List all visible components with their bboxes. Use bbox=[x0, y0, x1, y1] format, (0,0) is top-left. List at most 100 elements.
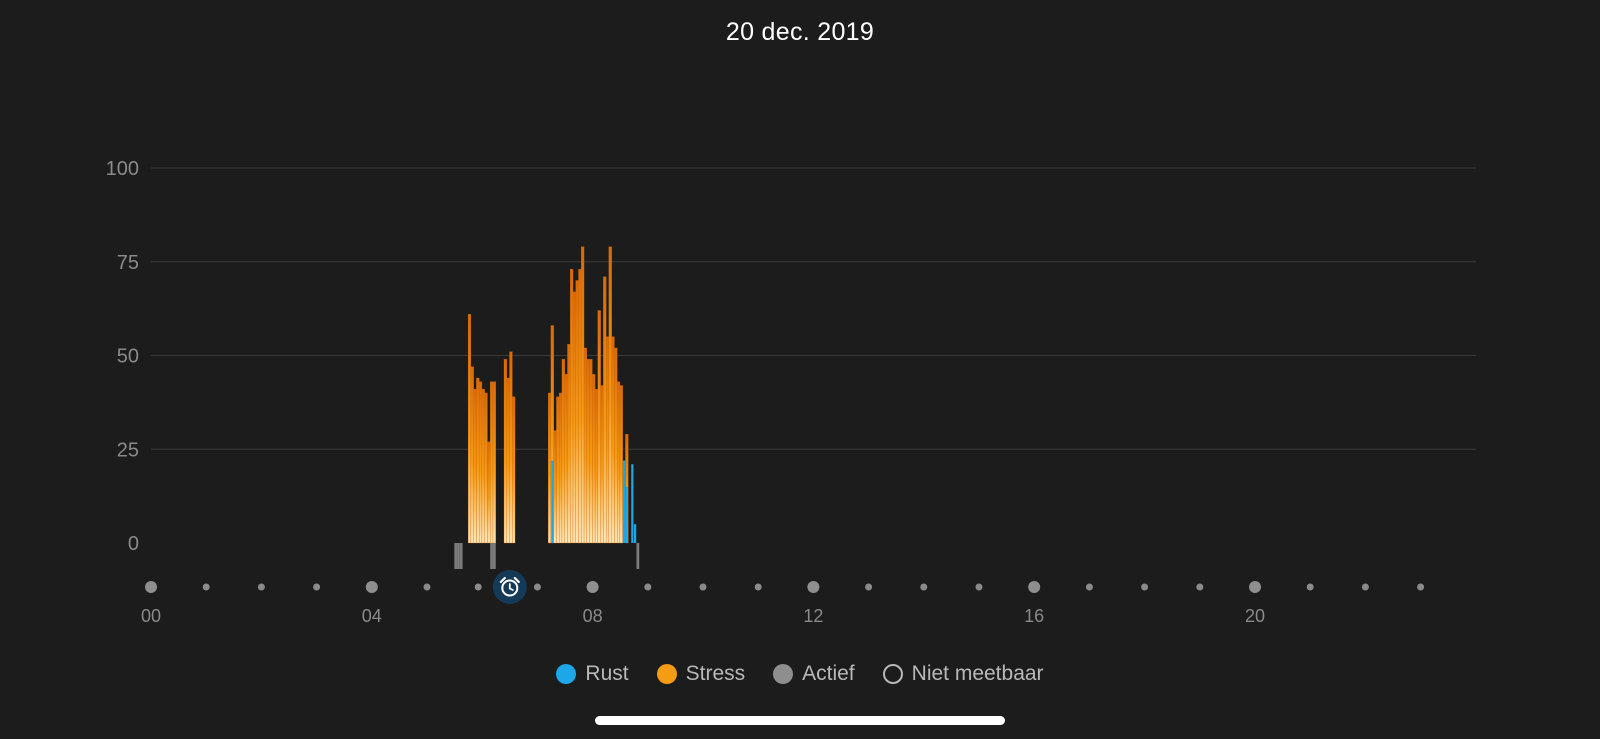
stress-bar bbox=[600, 385, 604, 544]
hour-dot bbox=[423, 583, 431, 591]
hour-dot bbox=[975, 583, 983, 591]
hour-dot bbox=[644, 583, 652, 591]
x-tick-label: 08 bbox=[583, 606, 603, 626]
stress-bar bbox=[594, 389, 598, 544]
stress-bar bbox=[575, 280, 579, 544]
stress-bar bbox=[512, 396, 516, 544]
y-tick-label: 100 bbox=[106, 158, 139, 180]
active-bar bbox=[492, 543, 496, 569]
hour-dot bbox=[754, 583, 762, 591]
x-axis-labels: 00 04 08 12 16 20 bbox=[141, 606, 1265, 626]
legend: Rust Stress Actief Niet meetbaar bbox=[0, 662, 1600, 686]
legend-label: Niet meetbaar bbox=[911, 662, 1044, 685]
bars bbox=[454, 246, 640, 569]
hour-dot bbox=[1141, 583, 1149, 591]
hour-dot bbox=[1417, 583, 1425, 591]
stress-bar bbox=[608, 246, 612, 544]
rest-bar bbox=[631, 464, 634, 543]
stress-bar bbox=[479, 381, 483, 544]
hour-dot bbox=[202, 583, 210, 591]
stress-dot-icon bbox=[656, 664, 677, 684]
hour-dot-major bbox=[1249, 581, 1261, 593]
stress-bar bbox=[484, 392, 488, 544]
active-bar bbox=[459, 543, 463, 569]
time-axis-dots bbox=[145, 581, 1425, 593]
legend-item-unmeasurable[interactable]: Niet meetbaar bbox=[882, 662, 1044, 686]
unmeasurable-circle-icon bbox=[882, 664, 903, 684]
y-tick-label: 75 bbox=[117, 252, 139, 274]
stress-bar bbox=[570, 269, 574, 544]
rest-bar bbox=[625, 486, 628, 543]
stress-bar bbox=[572, 291, 576, 544]
active-bar bbox=[636, 543, 640, 569]
active-bar bbox=[457, 543, 460, 569]
hour-dot-major bbox=[1028, 581, 1041, 593]
stress-bar bbox=[592, 374, 596, 544]
legend-label: Rust bbox=[585, 662, 629, 685]
stress-bar bbox=[583, 347, 587, 544]
hour-dot bbox=[313, 583, 321, 591]
stress-bar bbox=[617, 381, 621, 544]
active-bar bbox=[454, 543, 458, 569]
legend-label: Actief bbox=[802, 662, 855, 685]
x-tick-label: 04 bbox=[362, 606, 382, 626]
y-tick-label: 0 bbox=[128, 533, 139, 555]
rest-bar bbox=[622, 460, 626, 543]
hour-dot-major bbox=[145, 581, 157, 593]
hour-dot bbox=[533, 583, 541, 591]
stress-bar bbox=[548, 392, 552, 544]
stress-bar bbox=[619, 385, 623, 544]
stress-bar bbox=[564, 374, 568, 544]
rest-dot-icon bbox=[556, 664, 577, 684]
home-indicator[interactable] bbox=[595, 716, 1005, 725]
stress-bar bbox=[556, 396, 560, 544]
legend-item-stress[interactable]: Stress bbox=[656, 662, 746, 686]
y-tick-label: 50 bbox=[117, 346, 139, 368]
stress-bar bbox=[567, 344, 571, 544]
alarm-marker[interactable] bbox=[492, 570, 527, 604]
x-tick-label: 16 bbox=[1024, 606, 1044, 626]
hour-dot bbox=[920, 583, 928, 591]
x-tick-label: 12 bbox=[803, 606, 823, 626]
x-tick-label: 00 bbox=[141, 606, 161, 626]
hour-dot bbox=[699, 583, 707, 591]
x-tick-label: 20 bbox=[1245, 606, 1265, 626]
stress-bar bbox=[559, 392, 563, 544]
legend-item-rest[interactable]: Rust bbox=[556, 662, 629, 686]
hour-dot bbox=[474, 583, 482, 591]
legend-label: Stress bbox=[685, 662, 746, 685]
active-bar bbox=[490, 543, 493, 569]
stress-bar bbox=[603, 276, 607, 544]
hour-dot-major bbox=[807, 581, 820, 593]
legend-item-active[interactable]: Actief bbox=[773, 662, 855, 686]
active-dot-icon bbox=[773, 664, 794, 684]
stress-bar bbox=[597, 310, 601, 544]
rest-bar bbox=[551, 460, 554, 543]
hour-dot bbox=[1085, 583, 1093, 591]
hour-dot-major bbox=[365, 581, 378, 593]
hour-dot bbox=[1306, 583, 1314, 591]
hour-dot-major bbox=[586, 581, 599, 593]
stress-bar bbox=[605, 336, 610, 544]
stress-bar bbox=[473, 389, 477, 544]
grid-lines bbox=[151, 167, 1476, 450]
hour-dot bbox=[257, 583, 265, 591]
stress-bar bbox=[506, 377, 510, 544]
stress-bar bbox=[614, 347, 618, 544]
hour-dot bbox=[1196, 583, 1204, 591]
page-title: 20 dec. 2019 bbox=[725, 18, 875, 46]
stress-bar bbox=[476, 377, 480, 544]
stress-bar bbox=[578, 269, 582, 544]
stress-bar bbox=[481, 389, 485, 544]
stress-bar bbox=[492, 381, 496, 544]
stress-bar bbox=[581, 246, 585, 544]
stress-bar bbox=[561, 359, 565, 544]
stress-bar bbox=[611, 336, 615, 544]
stress-bar bbox=[487, 441, 491, 544]
alarm-clock-icon bbox=[499, 576, 520, 597]
stress-bar bbox=[586, 359, 590, 544]
stress-bar bbox=[490, 381, 494, 544]
stress-bar bbox=[509, 351, 513, 544]
rest-bar bbox=[634, 524, 637, 543]
hour-dot bbox=[865, 583, 873, 591]
